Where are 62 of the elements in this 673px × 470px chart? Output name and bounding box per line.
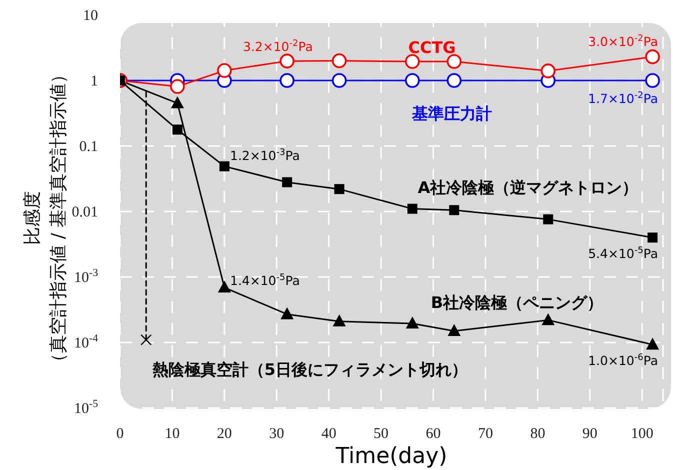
y-tick-label: 1 (90, 74, 98, 90)
point (648, 232, 658, 243)
y-tick-label: 0.1 (79, 139, 98, 155)
point (219, 161, 230, 172)
x-tick-label: 30 (269, 426, 284, 442)
annotation: 1.2×10$^{-3}$Pa (230, 148, 300, 163)
point (646, 338, 660, 350)
point (280, 307, 294, 320)
point (406, 316, 419, 329)
series-label: 基準圧力計 (412, 104, 492, 123)
x-tick-label: 0 (116, 426, 124, 442)
annotation: 1.0×10$^{-6}$Pa (588, 353, 658, 368)
point (332, 314, 346, 326)
point (334, 184, 344, 194)
y-tick-label: 10$^{-5}$ (74, 398, 98, 417)
point (446, 54, 462, 69)
annotation: 5.4×10$^{-5}$Pa (588, 246, 658, 261)
point (645, 49, 660, 64)
point (645, 73, 660, 88)
point (217, 63, 232, 78)
point (140, 334, 152, 346)
y-tick-label: 10$^{-3}$ (74, 267, 98, 286)
y-tick-label: 0.01 (72, 204, 98, 220)
y-tick-label: 10$^{-4}$ (74, 332, 99, 352)
point (404, 54, 420, 69)
point (332, 73, 347, 88)
x-tick-label: 60 (426, 426, 441, 442)
x-tick-label: 10 (164, 426, 180, 442)
x-tick-label: 80 (530, 426, 546, 442)
point (543, 214, 554, 224)
series-label: 熱陰極真空計（5日後にフィラメント切れ） (152, 360, 468, 379)
point (332, 53, 347, 68)
series-label: CCTG (408, 38, 456, 57)
point (172, 124, 182, 135)
point (540, 64, 556, 78)
x-tick-label: 100 (630, 426, 654, 442)
x-axis-title: Time(day) (336, 444, 448, 469)
annotation: 3.0×10$^{-2}$Pa (588, 34, 658, 49)
point (446, 73, 462, 88)
series-label: B社冷陰極（ペニング） (430, 293, 604, 312)
series-label: A社冷陰極（逆マグネトロン） (418, 178, 638, 197)
x-tick-label: 40 (321, 426, 336, 442)
y-tick-label: 10 (83, 8, 98, 24)
point (542, 313, 555, 326)
point (218, 280, 231, 293)
point (280, 54, 294, 68)
point (170, 96, 184, 108)
annotation: 1.7×10$^{-2}$Pa (588, 91, 658, 106)
point (449, 205, 460, 216)
point (282, 177, 292, 188)
point (170, 79, 185, 94)
y-axis-title: 比感度（真空計指示値 / 基準真空計指示値） (22, 65, 69, 371)
x-tick-label: 70 (478, 426, 493, 442)
x-tick-label: 20 (216, 426, 232, 442)
point (407, 204, 418, 214)
x-tick-label: 90 (582, 426, 598, 442)
x-tick-label: 50 (374, 426, 389, 442)
annotation: 3.2×10$^{-2}$Pa (243, 39, 313, 54)
point (404, 73, 420, 88)
annotation: 1.4×10$^{-5}$Pa (230, 273, 300, 288)
point (448, 324, 461, 336)
point (280, 73, 294, 88)
